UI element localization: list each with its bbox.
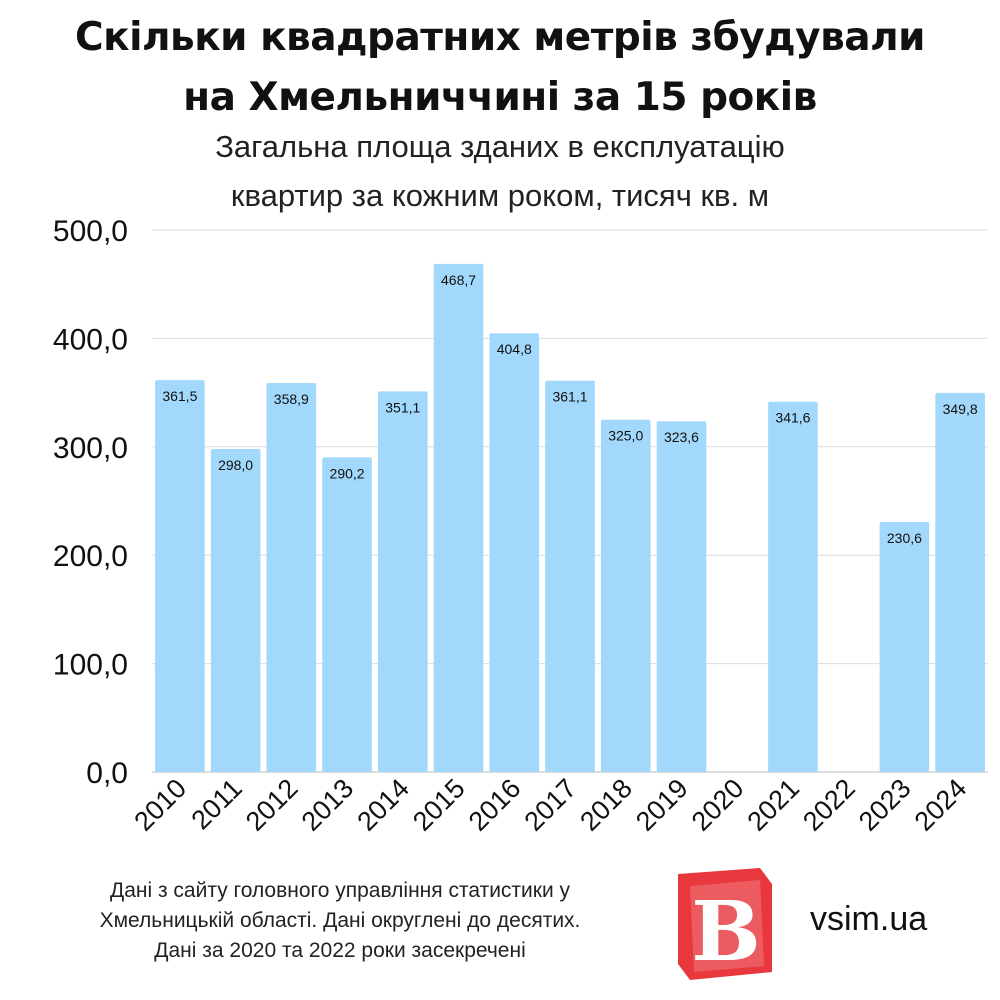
y-tick-label: 500,0 [53, 215, 128, 248]
x-tick-label: 2013 [296, 773, 360, 837]
bar [656, 421, 707, 772]
bar-value-label: 468,7 [441, 272, 476, 288]
chart-title: Скільки квадратних метрів збудували на Х… [0, 8, 1000, 128]
bar [433, 263, 484, 772]
bar [600, 419, 651, 772]
bar-value-label: 361,1 [552, 389, 587, 405]
x-tick-label: 2018 [574, 773, 638, 837]
bar-value-label: 358,9 [274, 391, 309, 407]
source-note-line-3: Дані за 2020 та 2022 роки засекречені [154, 939, 526, 962]
bar [768, 401, 818, 772]
bar [377, 391, 428, 772]
bar-value-label: 404,8 [497, 341, 532, 357]
y-tick-label: 400,0 [53, 323, 128, 356]
x-tick-label: 2022 [797, 773, 861, 837]
bar [489, 333, 540, 772]
bar [210, 448, 261, 772]
source-note-line-2: Хмельницькій області. Дані округлені до … [99, 909, 581, 932]
bar [935, 392, 985, 772]
source-note: Дані з сайту головного управління статис… [20, 876, 660, 966]
x-tick-label: 2016 [463, 773, 527, 837]
bar-value-label: 361,5 [162, 388, 197, 404]
logo-back-shape [678, 868, 772, 980]
bar [545, 380, 595, 772]
bar-chart: 0,0 100,0 200,0 300,0 400,0 500,0 361,5 2010 298… [53, 215, 988, 837]
x-tick-label: 2012 [240, 773, 304, 837]
x-tick-label: 2020 [686, 773, 750, 837]
logo-letter: B [691, 884, 760, 980]
x-tick-label: 2017 [519, 773, 583, 837]
x-tick-label: 2011 [186, 773, 248, 835]
y-tick-label: 100,0 [53, 649, 128, 682]
bar [322, 457, 372, 772]
title-line-2: на Хмельниччині за 15 років [183, 75, 817, 120]
bar-value-label: 230,6 [887, 530, 922, 546]
x-tick-label: 2024 [909, 773, 973, 837]
bar-value-label: 351,1 [385, 399, 420, 415]
bar-value-label: 325,0 [608, 428, 643, 444]
bar-value-label: 349,8 [943, 401, 978, 417]
vsim-logo: B [678, 868, 772, 980]
source-note-line-1: Дані з сайту головного управління статис… [109, 879, 571, 902]
x-tick-label: 2021 [741, 773, 805, 837]
subtitle-line-1: Загальна площа зданих в експлуатацію [215, 129, 785, 164]
x-tick-label: 2014 [351, 773, 415, 837]
y-tick-label: 300,0 [53, 432, 128, 465]
bar [155, 380, 205, 772]
bar-value-label: 323,6 [664, 429, 699, 445]
y-tick-label: 200,0 [53, 540, 128, 573]
title-line-1: Скільки квадратних метрів збудували [75, 15, 925, 60]
site-name: vsim.ua [810, 900, 928, 938]
bar [266, 382, 317, 772]
x-tick-label: 2023 [853, 773, 917, 837]
chart-subtitle: Загальна площа зданих в експлуатацію ква… [0, 122, 1000, 220]
logo-frame [690, 880, 764, 972]
bar-value-label: 290,2 [330, 465, 365, 481]
bar-value-label: 341,6 [775, 410, 810, 426]
y-tick-label: 0,0 [86, 757, 128, 790]
x-tick-label: 2019 [630, 773, 694, 837]
x-tick-label: 2015 [407, 773, 471, 837]
x-tick-label: 2010 [128, 773, 192, 837]
bar-value-label: 298,0 [218, 457, 253, 473]
subtitle-line-2: квартир за кожним роком, тисяч кв. м [230, 178, 770, 213]
bar [879, 522, 930, 772]
